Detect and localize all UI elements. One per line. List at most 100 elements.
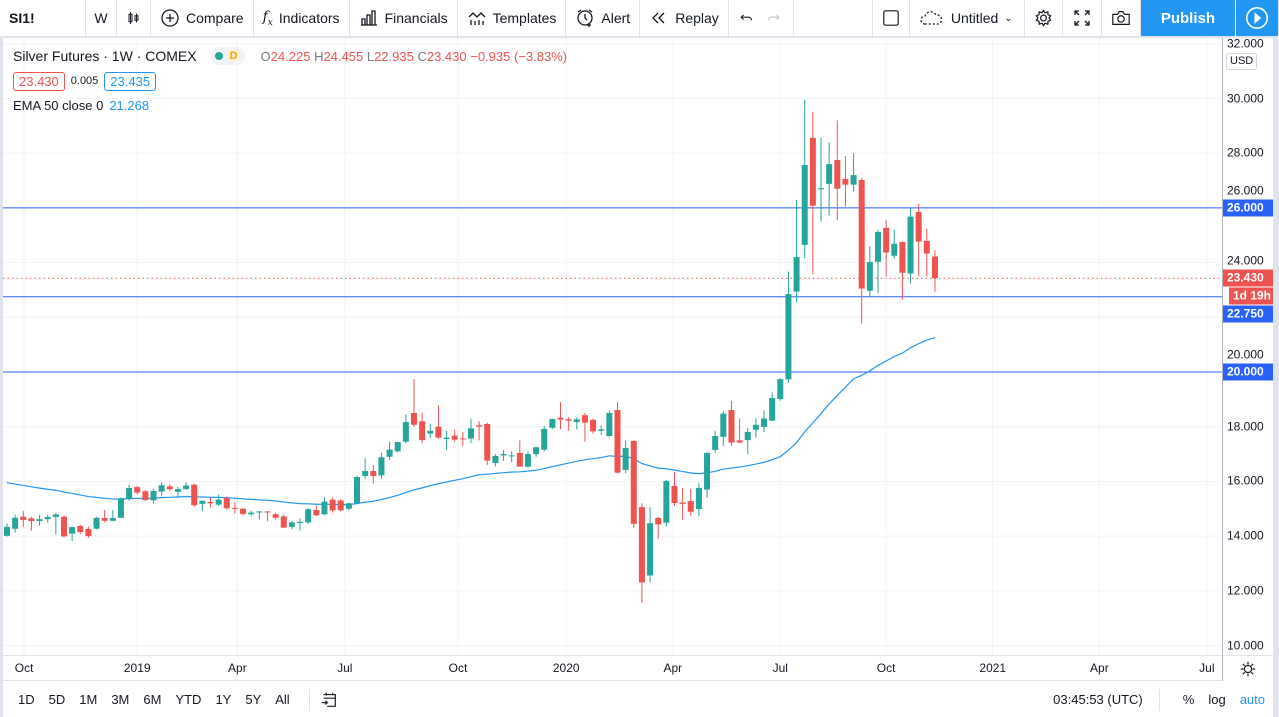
range-5y[interactable]: 5Y [245, 692, 262, 707]
templates-button[interactable]: Templates [458, 0, 567, 36]
percent-scale-toggle[interactable]: % [1182, 692, 1195, 707]
undo-icon[interactable] [738, 8, 754, 28]
alert-button[interactable]: Alert [566, 0, 641, 36]
multi-layout-button[interactable] [871, 0, 910, 36]
time-axis[interactable]: Oct 2019 Apr Jul Oct 2020 Apr Jul Oct 2021 Apr Jul [3, 655, 1222, 681]
auto-scale-toggle[interactable]: auto [1239, 692, 1265, 707]
axis-settings-button[interactable] [1222, 655, 1273, 681]
close-label: C [417, 48, 427, 64]
candle-up [109, 518, 116, 521]
time-tick-label: 2020 [552, 661, 580, 675]
divider [1158, 688, 1160, 711]
snapshot-button[interactable] [1102, 0, 1141, 36]
candle-up [174, 489, 181, 492]
candle-down [630, 440, 637, 524]
candle-up [541, 428, 548, 450]
time-tick-label: 2021 [979, 661, 1007, 675]
time-tick-label: Apr [663, 661, 683, 675]
bottom-toolbar: 1D 5D 1M 3M 6M YTD 1Y 5Y All 03:45:53 (UTC) % lo… [3, 682, 1273, 717]
log-scale-toggle[interactable]: log [1208, 692, 1226, 707]
range-1d[interactable]: 1D [18, 692, 35, 707]
candle-down [370, 471, 377, 476]
ema-line [6, 337, 936, 506]
range-ytd[interactable]: YTD [175, 692, 202, 707]
financials-label: Financials [384, 10, 448, 26]
range-3m[interactable]: 3M [111, 692, 130, 707]
plus-circle-icon [161, 9, 179, 27]
time-tick-label: Apr [228, 661, 247, 675]
candle-down [728, 410, 735, 443]
indicators-button[interactable]: fx Indicators [254, 0, 350, 36]
fullscreen-button[interactable] [1063, 0, 1102, 36]
interval-button[interactable]: W [86, 0, 117, 36]
candle-down [931, 256, 938, 279]
candle-down [476, 425, 483, 427]
candle-down [101, 518, 108, 521]
price-tick-label: 30.000 [1227, 91, 1264, 105]
symbol-title[interactable]: Silver Futures · 1W · COMEX [13, 48, 197, 64]
replay-button[interactable]: Replay [640, 0, 729, 36]
financials-button[interactable]: Financials [350, 0, 458, 36]
candle-up [712, 435, 719, 450]
clock-timezone-button[interactable]: 03:45:53 (UTC) [1053, 692, 1143, 707]
candle-down [134, 487, 141, 493]
buy-price-button[interactable]: 23.435 [104, 71, 157, 91]
time-tick-label: Apr [1090, 661, 1109, 675]
candle-up [801, 164, 808, 245]
candle-up [622, 448, 629, 470]
open-value: 24.225 [270, 48, 311, 64]
ohlc-values: O24.225 H24.455 L22.935 C23.430 −0.935 (… [261, 49, 568, 64]
low-value: 22.935 [374, 48, 414, 64]
candle-up [362, 471, 369, 476]
candle-down [809, 137, 816, 206]
candle-down [590, 419, 597, 432]
play-button[interactable] [1236, 0, 1279, 36]
goto-date-button[interactable] [320, 691, 338, 709]
candle-down [899, 242, 906, 273]
range-6m[interactable]: 6M [143, 692, 162, 707]
publish-button[interactable]: Publish [1140, 0, 1236, 36]
candle-down [459, 438, 466, 440]
candle-up [36, 519, 43, 522]
candle-up [378, 457, 385, 476]
candle-down [191, 484, 198, 506]
price-tick-label: 28.000 [1227, 145, 1264, 160]
candle-up [907, 216, 914, 274]
range-5d[interactable]: 5D [48, 692, 66, 707]
candle-up [288, 522, 295, 527]
candle-up [818, 188, 824, 190]
candle-up [663, 481, 670, 523]
symbol-search[interactable]: SI1! [0, 0, 86, 36]
settings-button[interactable] [1025, 0, 1063, 36]
chart-type-button[interactable] [117, 0, 151, 36]
top-toolbar: SI1! W Compare fx Indicators Financials T… [0, 0, 1279, 38]
candle-up [826, 164, 833, 184]
candle-down [337, 500, 344, 511]
candle-up [549, 419, 556, 428]
fx-icon: fx [262, 8, 273, 28]
redo-icon[interactable] [766, 8, 782, 28]
candle-down [142, 491, 149, 500]
market-status-badge: D [210, 47, 245, 65]
alarm-clock-icon [577, 9, 594, 27]
spread-value: 0.005 [70, 75, 99, 87]
candle-down [638, 507, 645, 583]
currency-label[interactable]: USD [1226, 53, 1258, 70]
time-tick-label: Oct [14, 661, 34, 675]
candle-up [126, 487, 133, 499]
candle-up [874, 231, 881, 262]
sell-price-button[interactable]: 23.430 [13, 71, 65, 91]
price-axis[interactable]: USD 26.000 23.430 1d 19h 22.750 20.000 32.000… [1222, 38, 1273, 655]
range-1m[interactable]: 1M [79, 692, 98, 707]
range-all[interactable]: All [275, 692, 290, 707]
range-1y[interactable]: 1Y [215, 692, 232, 707]
candle-down [679, 502, 686, 504]
ema-indicator-label[interactable]: EMA 50 close 0 [13, 97, 104, 113]
compare-button[interactable]: Compare [151, 0, 254, 36]
candle-up [720, 413, 727, 437]
candle-down [671, 486, 678, 504]
candle-up [606, 413, 613, 436]
ema-indicator-value: 21.268 [109, 97, 150, 113]
price-chart[interactable] [3, 38, 1222, 655]
layout-name-button[interactable]: Untitled ⌄ [910, 0, 1025, 36]
